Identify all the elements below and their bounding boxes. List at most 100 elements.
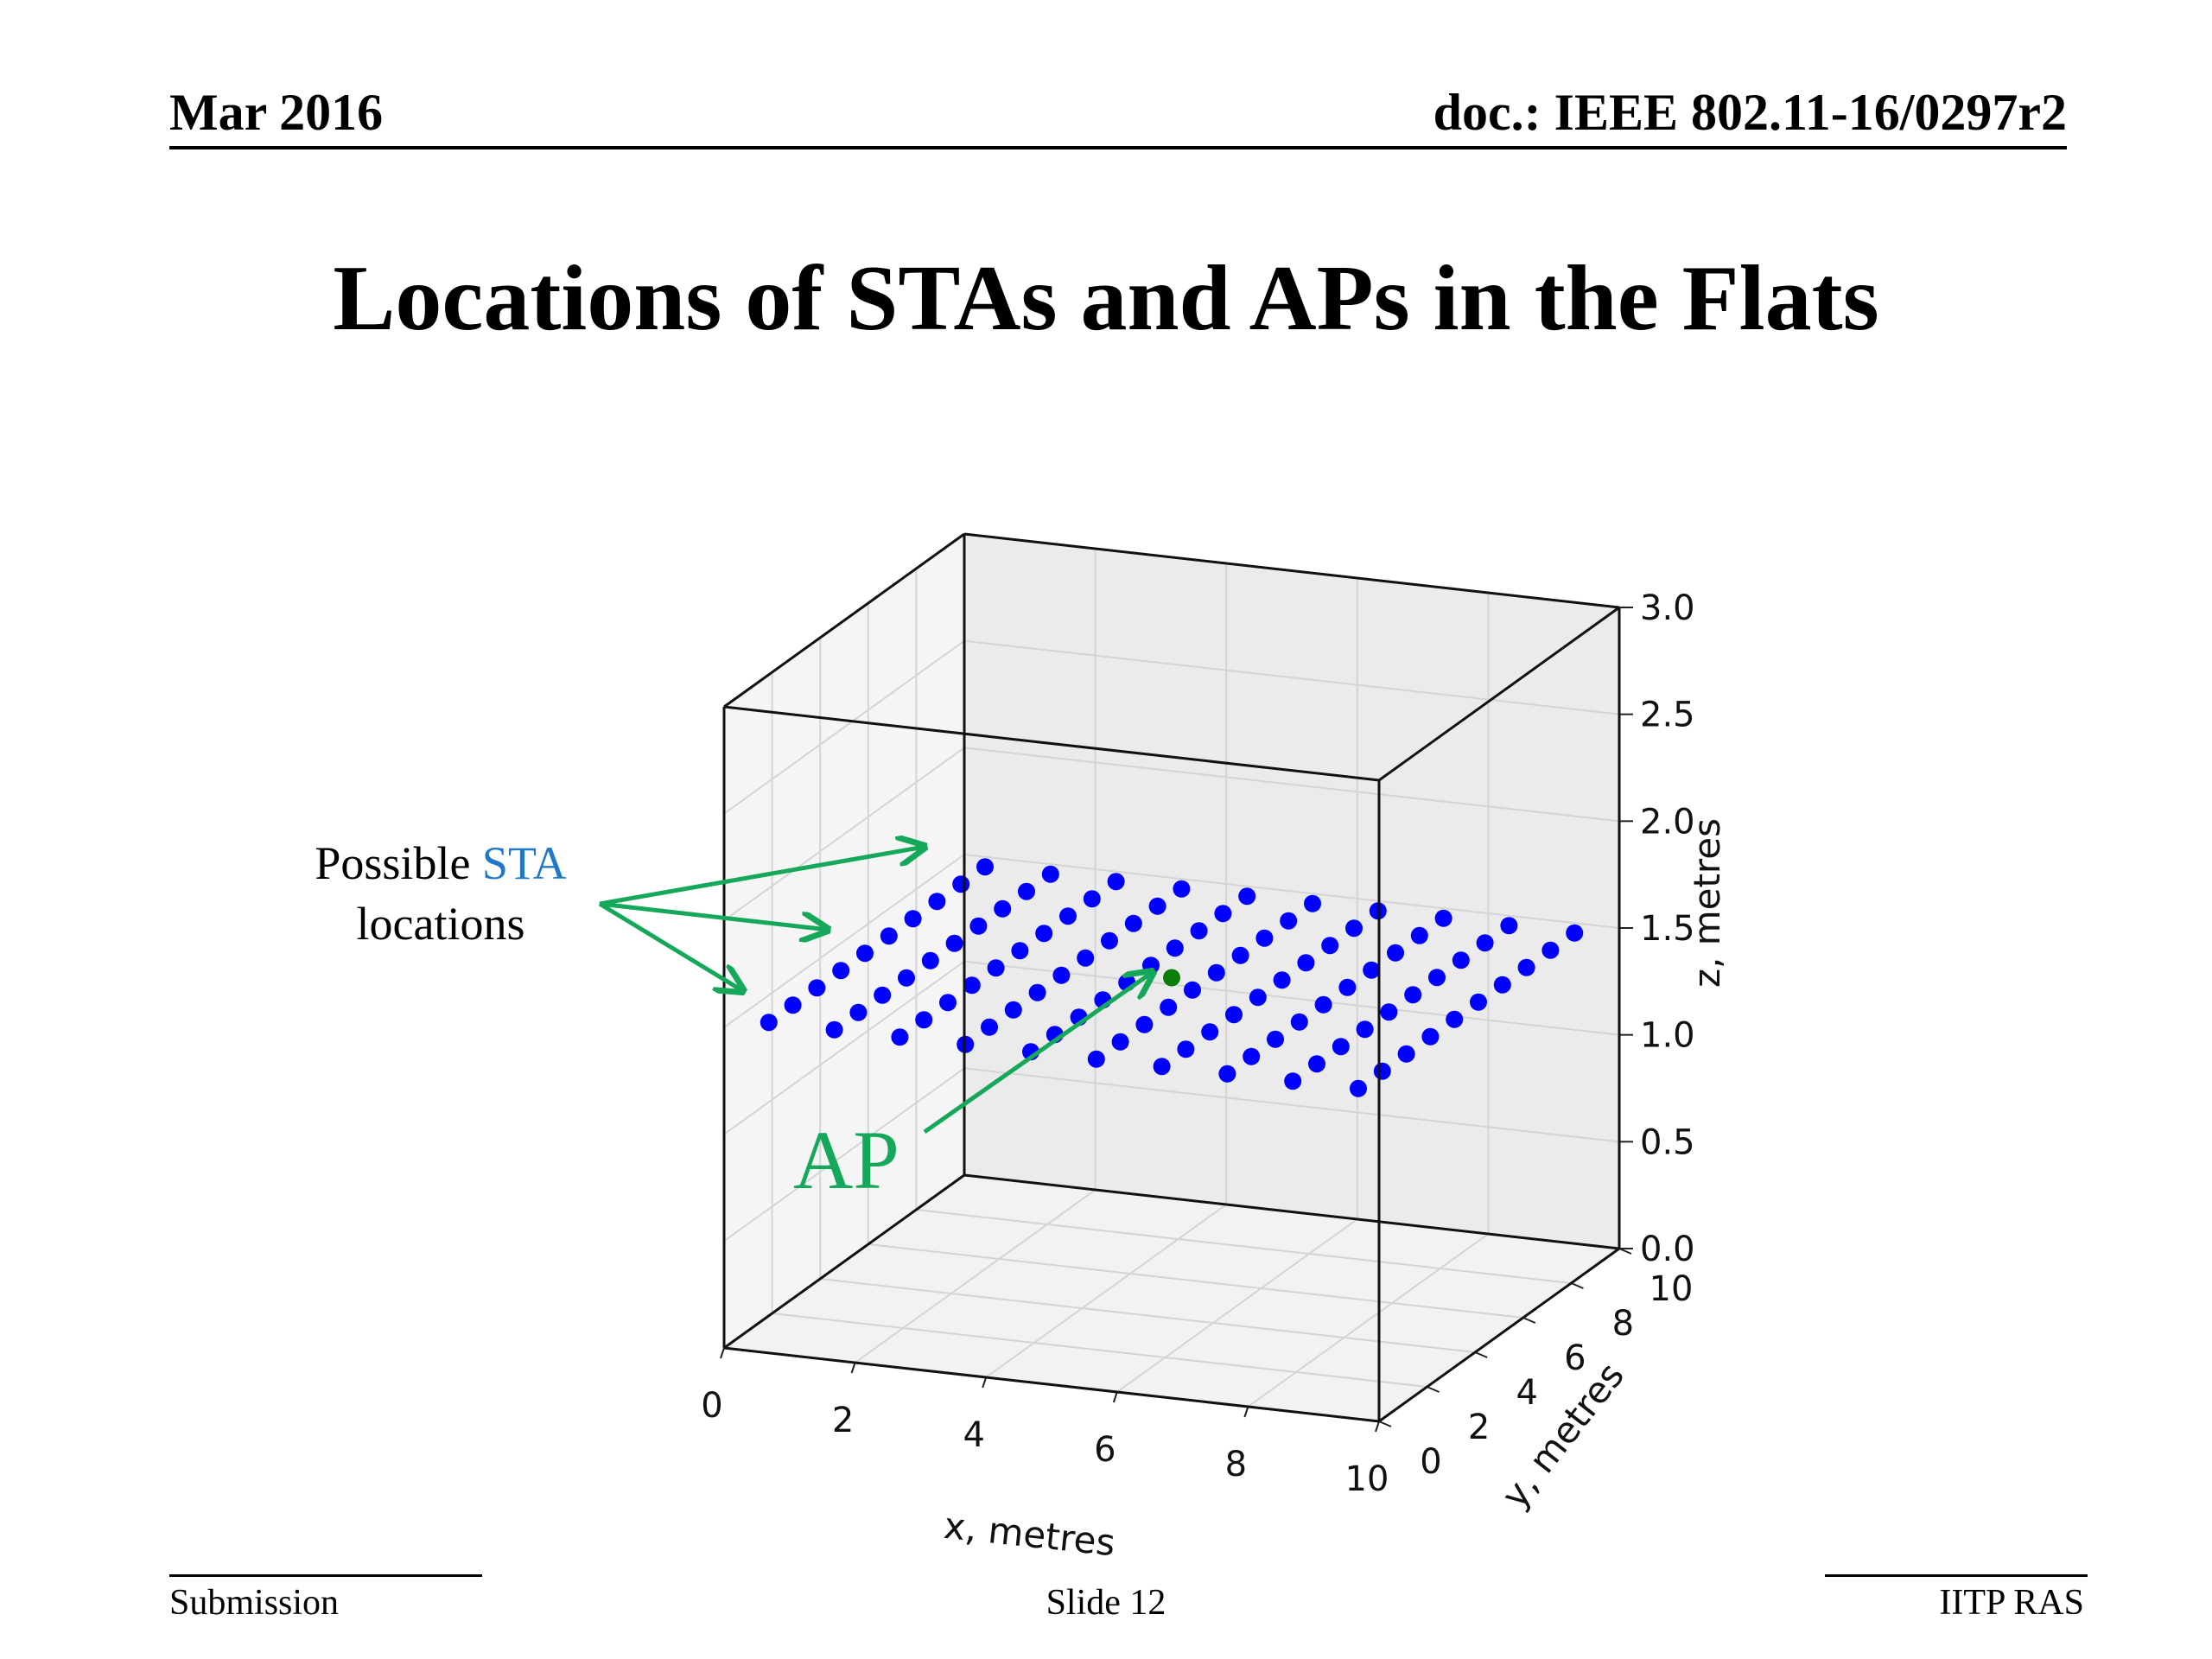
sta-point: [1387, 944, 1404, 962]
sta-point: [1297, 954, 1315, 972]
grid-line: [985, 1204, 1227, 1378]
sta-arrow: [599, 847, 925, 906]
x-tick: [850, 1362, 856, 1374]
bounding-box: [722, 532, 1621, 1423]
box-edge: [963, 1173, 1620, 1250]
sta-point: [1493, 976, 1511, 994]
x-tick: [1243, 1406, 1249, 1418]
sta-point: [1280, 912, 1298, 930]
grid-line: [963, 639, 1620, 715]
grid-line: [723, 1067, 965, 1243]
sta-point: [1135, 1015, 1154, 1033]
sta-point: [880, 927, 898, 945]
sta-point: [849, 1003, 868, 1021]
sta-point: [1410, 926, 1428, 944]
footer-org: IITP RAS: [1939, 1583, 2084, 1623]
sta-point: [825, 1020, 843, 1039]
sta-point: [1290, 1013, 1308, 1031]
sta-point: [1517, 958, 1535, 976]
z-tick-label: 1.5: [1640, 909, 1695, 949]
sta-point: [1028, 983, 1046, 1001]
grid-line: [963, 747, 1620, 823]
sta-point: [1345, 919, 1363, 938]
x-tick: [720, 1347, 725, 1359]
sta-point: [1160, 998, 1178, 1016]
y-axis-label: y, metres: [1493, 1355, 1632, 1516]
data-points: [760, 858, 1584, 1097]
sta-point: [856, 944, 874, 963]
sta-point: [1018, 882, 1035, 900]
grid-line: [723, 747, 965, 922]
sta-point: [1332, 1038, 1350, 1056]
x-tick: [982, 1376, 988, 1389]
ap-annotation: AP: [793, 1114, 899, 1206]
box-edge: [1378, 1247, 1620, 1423]
sta-point: [1201, 1023, 1219, 1041]
sta-point: [1231, 946, 1249, 964]
sta-point: [969, 917, 988, 935]
grid-line: [1247, 1233, 1489, 1408]
grid-line: [963, 1067, 1620, 1143]
sta-point: [760, 1014, 778, 1032]
grid-line: [820, 1278, 1476, 1353]
header-date: Mar 2016: [169, 84, 384, 141]
y-tick-label: 0: [1420, 1442, 1441, 1482]
sta-point: [1452, 951, 1470, 969]
sta-point: [898, 969, 915, 987]
sta-point: [1207, 963, 1225, 982]
sta-point: [1190, 922, 1208, 940]
y-tick: [1378, 1421, 1392, 1427]
footer-slide-number: Slide 12: [1046, 1583, 1166, 1623]
sta-point: [1218, 1065, 1236, 1083]
sta-point: [1166, 939, 1184, 957]
y-tick: [1522, 1317, 1536, 1324]
sta-point: [939, 994, 957, 1012]
footer-submission: Submission: [169, 1583, 340, 1623]
sta-point: [1225, 1006, 1243, 1024]
sta-point: [1304, 894, 1321, 912]
x-tick-label: 2: [832, 1401, 854, 1440]
sta-point: [1350, 1079, 1367, 1097]
floor-pane: [724, 1175, 1619, 1421]
footer-rule-left: [169, 1574, 482, 1577]
sta-point: [915, 1011, 933, 1029]
sta-point: [1404, 986, 1422, 1004]
footer-rule-right: [1825, 1574, 2088, 1577]
sta-point: [1356, 1020, 1374, 1039]
sta-point: [1321, 937, 1339, 955]
sta-point: [1314, 995, 1332, 1014]
x-tick-label: 0: [701, 1386, 722, 1426]
sta-point: [1011, 942, 1029, 960]
y-tick-label: 8: [1612, 1304, 1634, 1344]
grid-line: [868, 1243, 1523, 1319]
grid-line: [772, 1313, 1427, 1388]
sta-point: [1308, 1055, 1325, 1073]
x-tick-label: 4: [963, 1415, 984, 1455]
sta-point: [981, 1018, 998, 1036]
z-tick-label: 2.5: [1640, 696, 1695, 735]
grid-line: [1116, 1218, 1358, 1393]
sta-annotation-suffix: locations: [356, 898, 525, 950]
sta-point: [1500, 917, 1518, 935]
sta-point: [976, 858, 994, 876]
sta-point: [832, 962, 850, 980]
sta-annotation-sta: STA: [481, 837, 567, 889]
box-edge: [723, 705, 1380, 782]
sta-point: [1041, 865, 1059, 883]
grid-line: [963, 854, 1620, 929]
sta-arrow: [598, 901, 743, 991]
x-axis-label: x, metres: [942, 1504, 1117, 1565]
slide-title: Locations of STAs and APs in the Flats: [333, 247, 1879, 350]
sta-point: [1052, 966, 1071, 984]
sta-point: [1153, 1058, 1171, 1076]
sta-point: [1373, 1062, 1391, 1080]
sta-point: [1111, 1033, 1129, 1051]
z-axis-label: z, metres: [1686, 818, 1728, 988]
sta-point: [904, 910, 922, 928]
sta-point: [1101, 931, 1118, 950]
box-edge: [963, 532, 1620, 609]
sta-point: [1428, 969, 1446, 987]
y-tick: [1474, 1351, 1488, 1358]
sta-point: [1255, 929, 1274, 947]
